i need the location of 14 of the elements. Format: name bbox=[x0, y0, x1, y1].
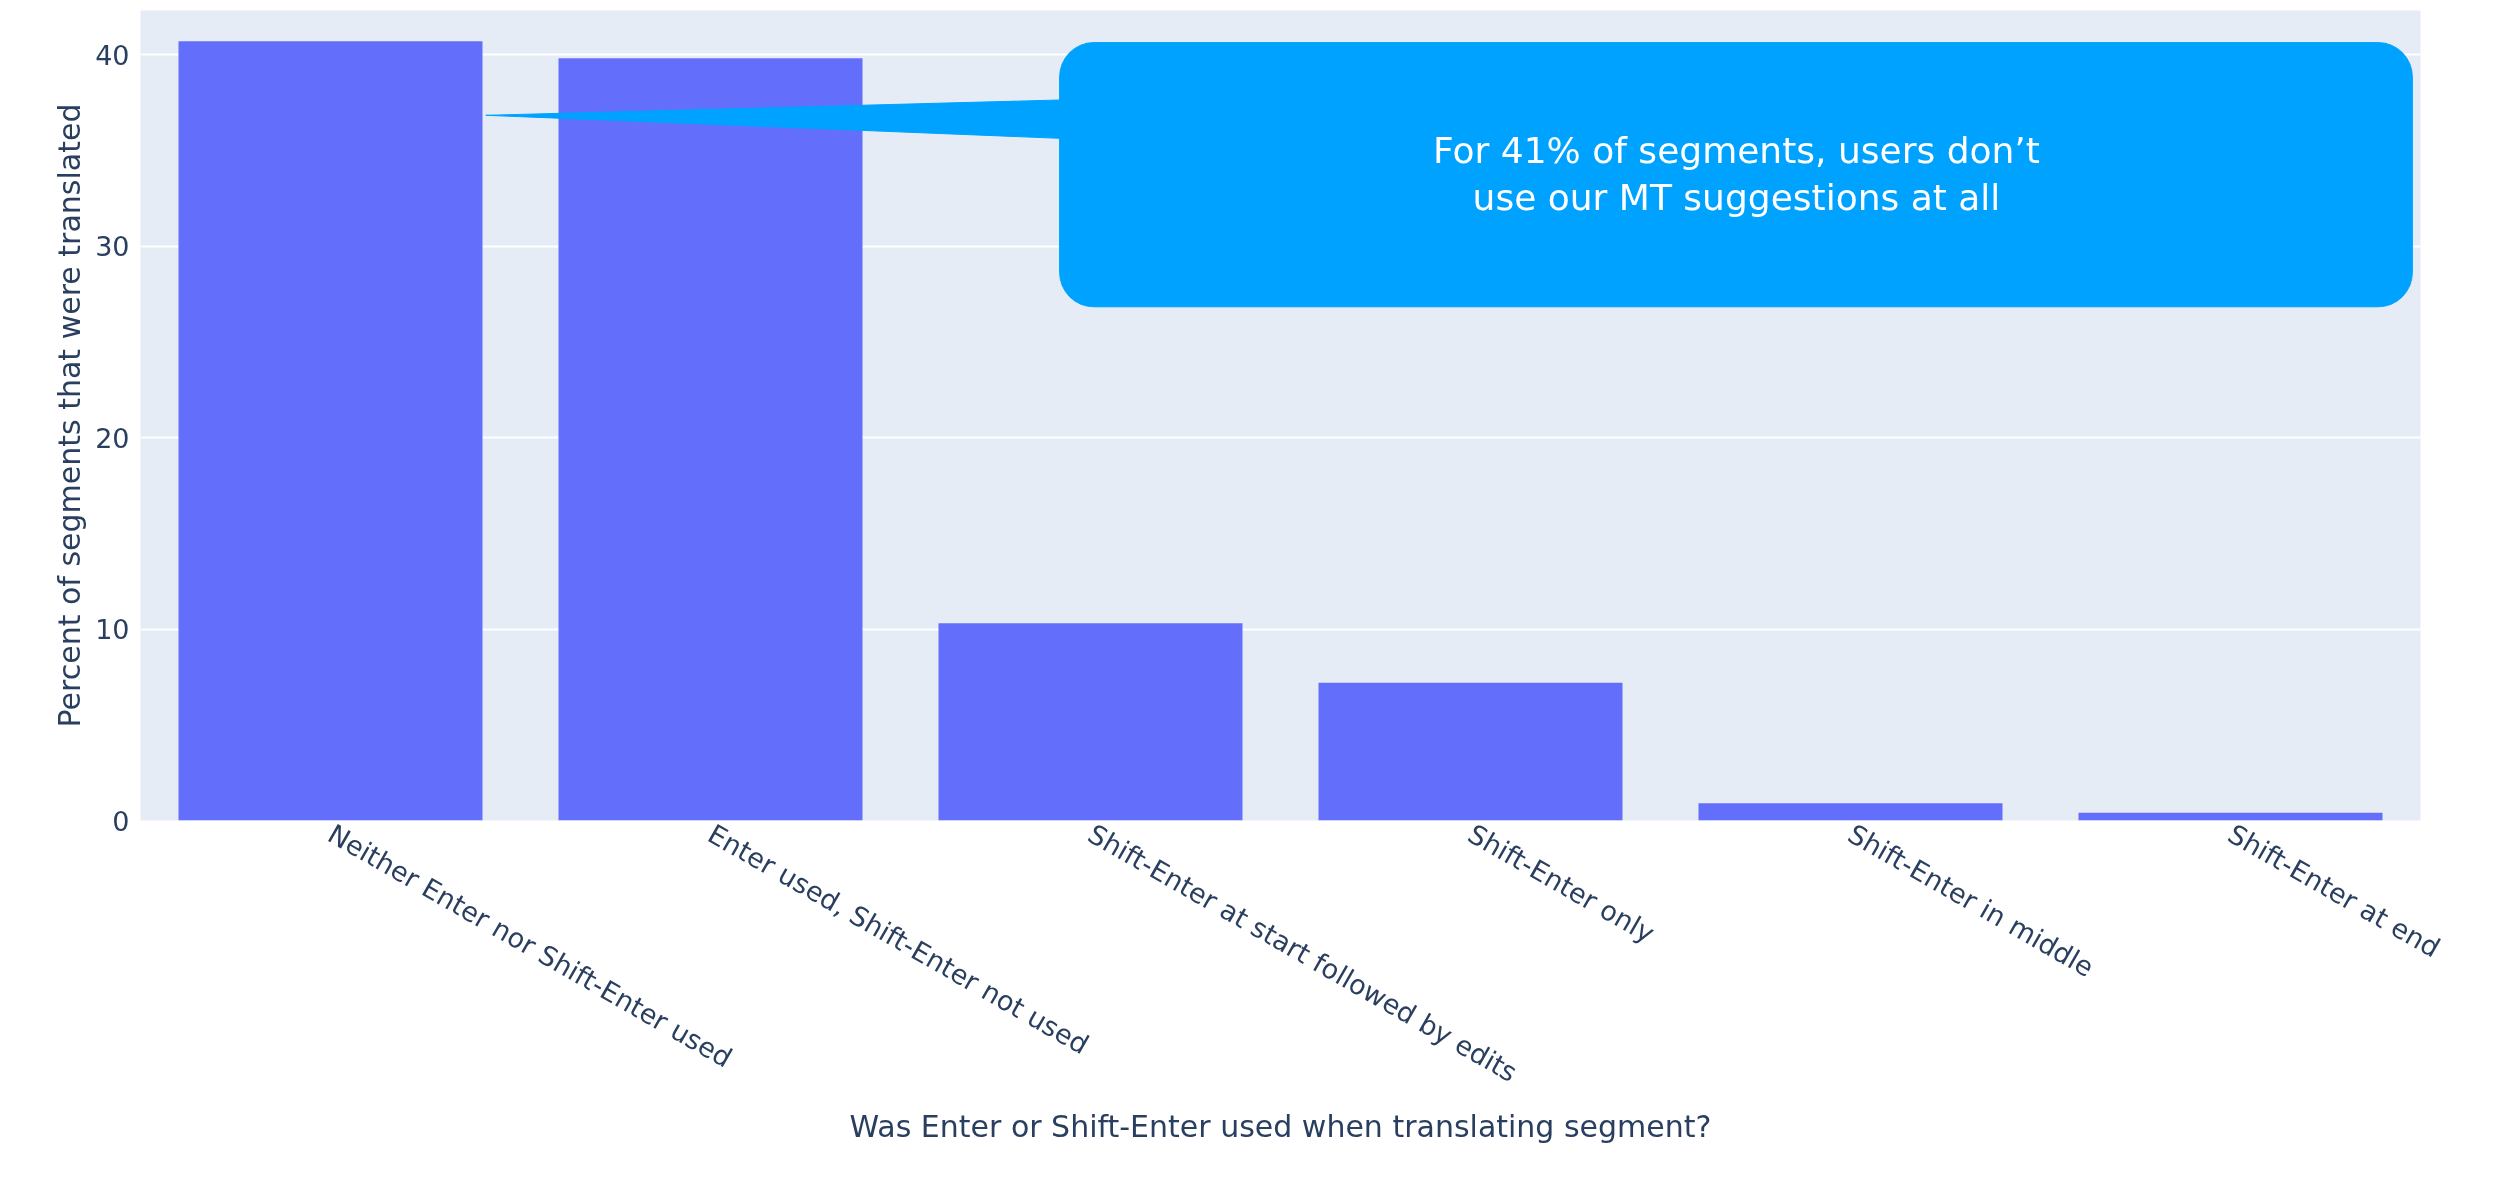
bar bbox=[2078, 812, 2383, 821]
y-tick-label: 20 bbox=[95, 422, 130, 454]
y-tick-label: 0 bbox=[112, 805, 130, 837]
bar bbox=[558, 58, 863, 821]
annotation: For 41% of segments, users don’t use our MT suggestions at all bbox=[1433, 129, 2040, 220]
x-axis-title: Was Enter or Shift-Enter used when translating segment? bbox=[849, 1109, 1712, 1145]
y-tick-label: 40 bbox=[95, 39, 130, 71]
y-tick-label: 30 bbox=[95, 231, 130, 263]
y-tick-label: 10 bbox=[95, 614, 130, 646]
bar bbox=[938, 623, 1243, 821]
bar bbox=[1318, 682, 1623, 821]
y-axis-title: Percent of segments that were translated bbox=[52, 103, 88, 728]
bar bbox=[1698, 803, 2003, 821]
bar bbox=[178, 41, 483, 821]
